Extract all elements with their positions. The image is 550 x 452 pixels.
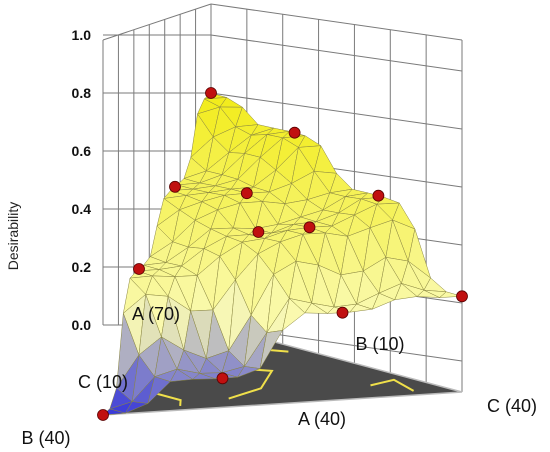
vertex-label-a_high: A (70) bbox=[132, 304, 180, 324]
z-tick-label: 0.6 bbox=[72, 143, 92, 159]
surface-facet bbox=[192, 373, 216, 380]
surface-facet bbox=[147, 376, 171, 405]
z-tick-label: 0.8 bbox=[72, 85, 92, 101]
z-tick-label: 0.4 bbox=[72, 201, 92, 217]
vertex-label-b_low: B (10) bbox=[355, 334, 404, 354]
vertex-label-c_high: C (40) bbox=[487, 396, 537, 416]
design-point bbox=[97, 409, 109, 421]
design-point bbox=[456, 290, 468, 303]
wall-frame-line bbox=[102, 3, 212, 41]
design-point bbox=[240, 187, 253, 200]
design-point bbox=[288, 126, 301, 139]
design-point bbox=[303, 221, 316, 234]
wall-grid-line bbox=[210, 34, 463, 72]
design-point bbox=[133, 263, 145, 275]
vertex-label-a_low: A (40) bbox=[298, 409, 346, 429]
design-point bbox=[216, 372, 229, 385]
design-point bbox=[336, 306, 349, 319]
surface-facet bbox=[236, 366, 261, 378]
z-tick-label: 0.2 bbox=[72, 259, 92, 275]
surface-facet bbox=[371, 292, 396, 310]
z-tick-label: 0.0 bbox=[72, 317, 92, 333]
design-point bbox=[372, 189, 385, 202]
surface-facet bbox=[416, 289, 440, 298]
surface-facet bbox=[304, 302, 329, 314]
z-tick-label: 1.0 bbox=[72, 27, 92, 43]
z-axis-title: Desirability bbox=[5, 202, 21, 270]
axis-labels: 0.0 0.2 0.4 0.6 0.8 1.0 Desirability A (70) B (1… bbox=[5, 27, 537, 448]
response-surface bbox=[102, 92, 463, 416]
vertex-label-c_low: C (10) bbox=[78, 372, 128, 392]
wall-grid-line bbox=[210, 92, 463, 130]
design-point bbox=[205, 87, 217, 99]
design-point bbox=[169, 180, 181, 193]
surface-facet bbox=[169, 368, 194, 382]
surface-facet bbox=[124, 401, 149, 414]
floor-contour bbox=[370, 378, 415, 392]
surface-facet bbox=[282, 297, 306, 332]
surface-facet bbox=[349, 303, 373, 313]
surface-facet bbox=[259, 330, 283, 369]
floor-contour bbox=[155, 392, 182, 406]
vertex-label-b_high: B (40) bbox=[21, 428, 70, 448]
design-points bbox=[97, 87, 468, 421]
design-point bbox=[252, 226, 265, 238]
wall-frame-line bbox=[210, 3, 463, 41]
surface-facet bbox=[394, 282, 418, 301]
